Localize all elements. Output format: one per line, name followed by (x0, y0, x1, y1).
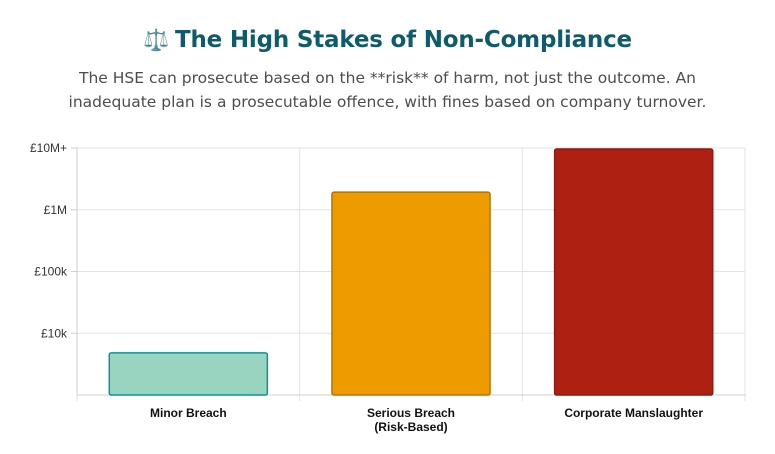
y-tick-label: £100k (34, 265, 68, 279)
x-category-label-line: Serious Breach (367, 406, 455, 420)
title-text: The High Stakes of Non-Compliance (175, 27, 632, 53)
page-title: ⚖️ The High Stakes of Non-Compliance (0, 27, 775, 53)
y-tick-label: £1M (44, 203, 67, 217)
y-tick-label: £10M+ (30, 141, 67, 155)
bar-0 (108, 352, 269, 396)
bar-2 (553, 148, 714, 396)
x-category-label-line: (Risk-Based) (374, 420, 447, 434)
x-category-label: Minor Breach (150, 406, 227, 420)
x-category-label: Corporate Manslaughter (564, 406, 703, 420)
x-category-label: Serious Breach (Risk-Based) (367, 406, 455, 434)
y-tick-label: £10k (41, 326, 68, 340)
x-category-label-line: Corporate Manslaughter (564, 406, 703, 420)
page-subtitle: The HSE can prosecute based on the **ris… (68, 69, 707, 111)
bar-1 (331, 191, 491, 396)
bar-chart: £10k £100k £1M £10M+ Minor Breach Serious Bre… (30, 141, 746, 434)
x-category-label-line: Minor Breach (150, 406, 227, 420)
balance-scale-icon: ⚖️ (143, 28, 170, 52)
